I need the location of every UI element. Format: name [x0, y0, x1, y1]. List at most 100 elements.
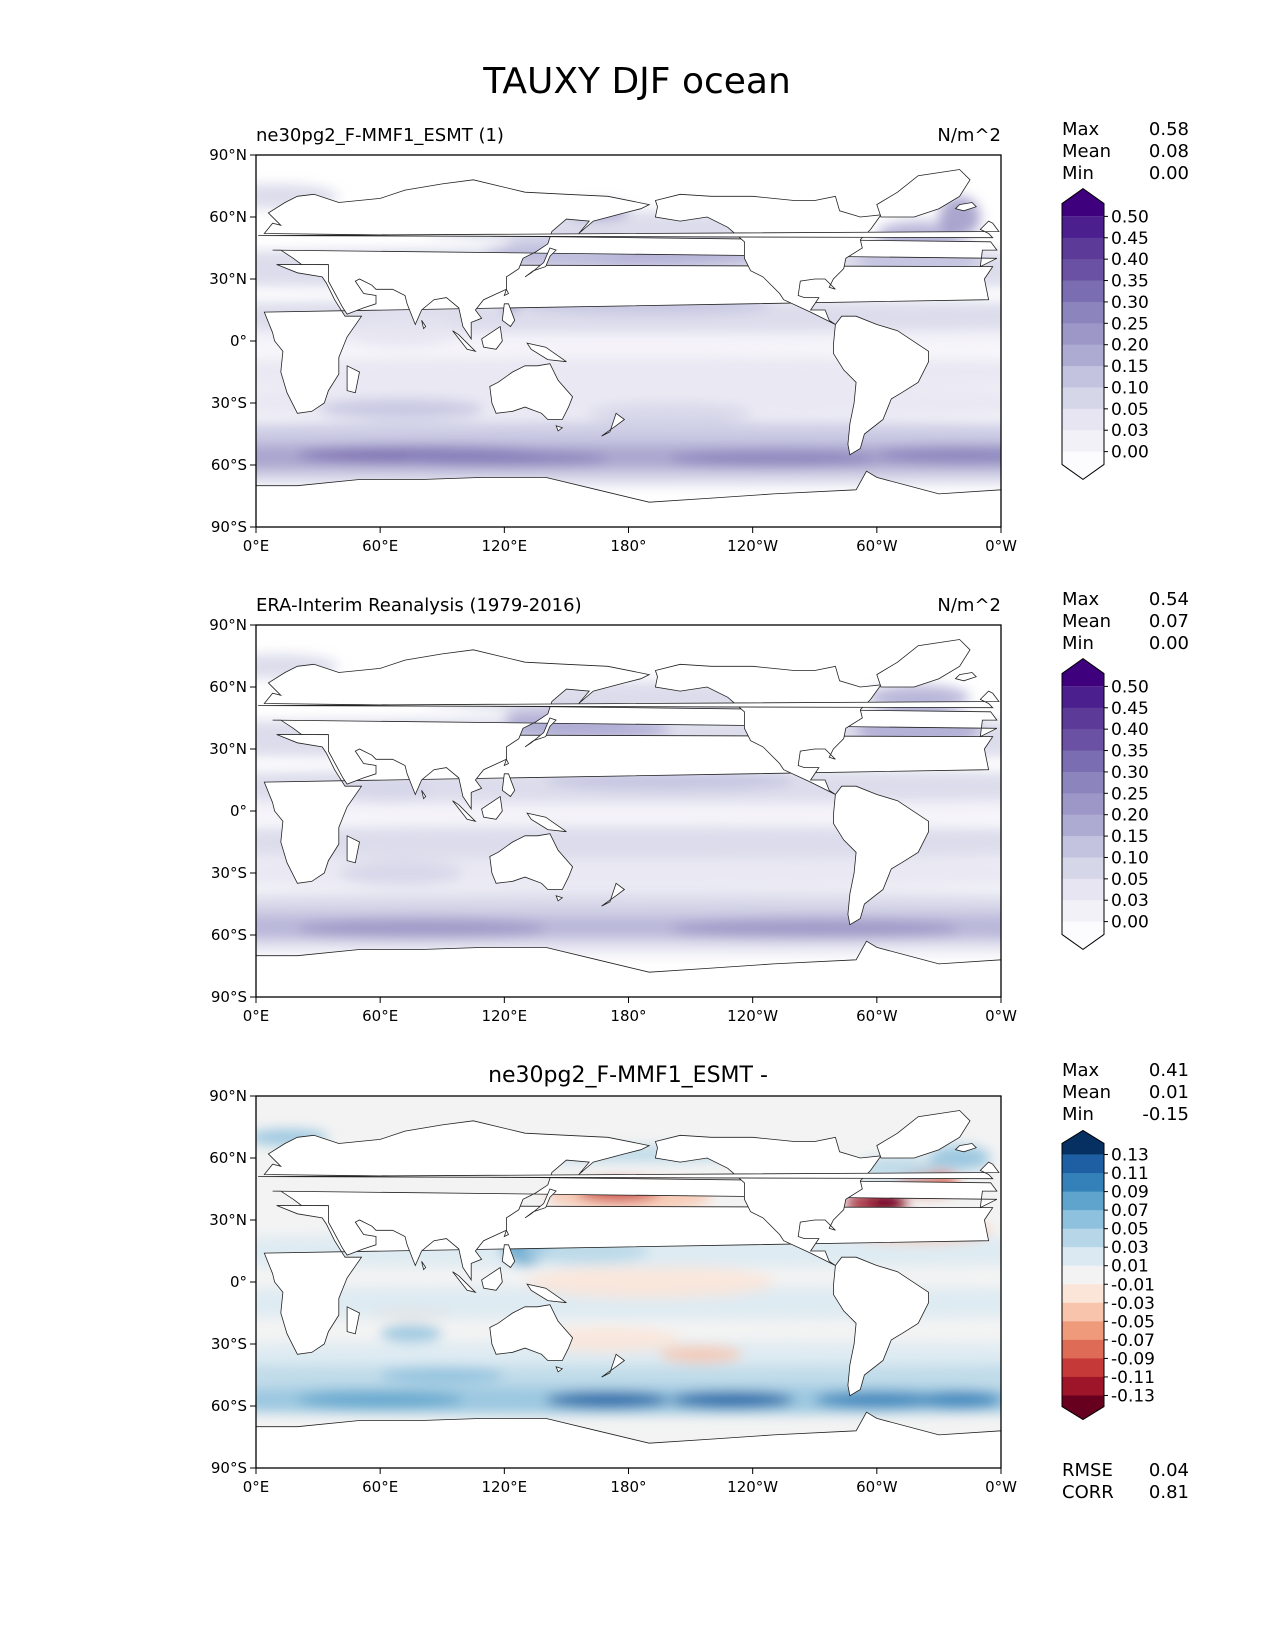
lon-tick-label: 180°: [610, 537, 646, 555]
colorbar-extend-bottom: [1062, 451, 1104, 480]
colorbar-segment: [1062, 344, 1104, 367]
colorbar-label: -0.03: [1111, 1294, 1155, 1314]
land-mass: [452, 1271, 477, 1294]
colorbar-segment: [1062, 793, 1104, 816]
colorbar-label: 0.15: [1111, 827, 1149, 847]
colorbar-segment: [1062, 814, 1104, 837]
land-mass: [263, 1120, 998, 1282]
stat-value: 0.07: [1149, 611, 1189, 632]
lat-tick-label: 30°S: [211, 864, 247, 882]
land-mass: [654, 1134, 882, 1266]
lon-tick-label: 180°: [610, 1007, 646, 1025]
colorbar-label: -0.09: [1111, 1349, 1155, 1369]
panel-model: ne30pg2_F-MMF1_ESMT (1) N/m^2 90°N 60°N 30…: [209, 119, 1189, 555]
colorbar-segment: [1062, 729, 1104, 752]
stat-label: Max: [1062, 1060, 1100, 1081]
lon-tick-label: 60°E: [362, 537, 398, 555]
colorbar-label: 0.03: [1111, 1238, 1149, 1258]
land-mass: [258, 1161, 1000, 1180]
error-stat-value: 0.04: [1149, 1460, 1189, 1481]
colorbar: 0.500.450.400.350.300.250.200.150.100.05…: [1061, 187, 1149, 481]
contour-blob: [256, 355, 1001, 389]
map-field: [256, 1096, 1001, 1468]
stat-label: Max: [1062, 119, 1100, 140]
lat-tick-label: 90°N: [209, 616, 247, 634]
stat-label: Max: [1062, 589, 1100, 610]
land-mass: [555, 1366, 564, 1373]
contour-blob: [669, 450, 877, 468]
land-mass: [524, 247, 557, 278]
contour-blob: [545, 1391, 670, 1409]
error-stats: RMSE 0.04 CORR 0.81: [1062, 1460, 1189, 1503]
stat-label: Min: [1062, 633, 1094, 654]
lat-tick-label: 0°: [230, 1273, 247, 1291]
lat-tick-label: 30°N: [209, 270, 247, 288]
land-mass: [601, 412, 626, 437]
panel-title-left: ERA-Interim Reanalysis (1979-2016): [256, 595, 582, 616]
land-mass: [481, 795, 503, 820]
colorbar-segment: [1062, 1358, 1104, 1378]
colorbar-label: 0.15: [1111, 357, 1149, 377]
lat-tick-label: 60°S: [211, 926, 247, 944]
colorbar-label: 0.20: [1111, 806, 1149, 826]
stats-box: Max 0.58 Mean 0.08 Min 0.00: [1062, 119, 1189, 184]
land-mass: [954, 1143, 977, 1153]
colorbar-segment: [1062, 878, 1104, 901]
lat-axis: 90°N 60°N 30°N 0° 30°S 60°S 90°S: [209, 146, 256, 536]
lat-tick-label: 30°N: [209, 740, 247, 758]
lat-tick-label: 30°S: [211, 1335, 247, 1353]
colorbar-segment: [1062, 237, 1104, 260]
colorbar-extend-top: [1062, 188, 1104, 217]
colorbar-label: 0.35: [1111, 272, 1149, 292]
panel-title-center: ne30pg2_F-MMF1_ESMT -: [488, 1063, 768, 1088]
stat-value: -0.15: [1142, 1104, 1189, 1125]
lon-tick-label: 0°E: [243, 1478, 270, 1496]
colorbar-segment: [1062, 366, 1104, 388]
colorbar-label: 0.40: [1111, 250, 1149, 270]
colorbar-segment: [1062, 1228, 1104, 1248]
colorbar-label: 0.10: [1111, 848, 1149, 868]
contour-blob: [256, 891, 1001, 917]
lon-tick-label: 120°W: [727, 1007, 778, 1025]
lon-tick-label: 0°E: [243, 537, 270, 555]
page-title: TAUXY DJF ocean: [482, 61, 791, 102]
contour-blob: [876, 446, 1001, 463]
colorbar-label: 0.40: [1111, 720, 1149, 740]
colorbar-label: -0.11: [1111, 1368, 1155, 1388]
land-mass: [833, 315, 929, 456]
stat-value: 0.01: [1149, 1082, 1189, 1103]
colorbar-segment: [1062, 301, 1104, 324]
contour-blob: [297, 1391, 463, 1409]
lon-axis: 0°E 60°E 120°E 180° 120°W 60°W 0°W: [243, 1468, 1017, 1496]
colorbar-extend-top: [1062, 1130, 1104, 1155]
colorbar-label: 0.05: [1111, 870, 1149, 890]
land-mass: [452, 800, 477, 823]
land-masses: [256, 169, 1001, 527]
colorbar-segment: [1062, 1376, 1104, 1396]
colorbar-segment: [1062, 1173, 1104, 1193]
lon-tick-label: 120°E: [482, 1007, 528, 1025]
colorbar-segment: [1062, 1321, 1104, 1341]
land-mass: [524, 717, 557, 748]
lon-tick-label: 120°W: [727, 537, 778, 555]
land-mass: [346, 1306, 360, 1335]
contour-blob: [587, 403, 753, 424]
colorbar-label: 0.00: [1111, 913, 1149, 933]
lat-axis: 90°N 60°N 30°N 0° 30°S 60°S 90°S: [209, 1087, 256, 1477]
stat-value: 0.54: [1149, 589, 1189, 610]
lat-tick-label: 30°N: [209, 1211, 247, 1229]
land-mass: [555, 895, 564, 902]
land-mass: [256, 470, 1001, 527]
panel-units: N/m^2: [937, 595, 1001, 616]
colorbar-segment: [1062, 1210, 1104, 1230]
colorbar-segment: [1062, 216, 1104, 239]
colorbar-label: 0.50: [1111, 677, 1149, 697]
colorbar: 0.130.110.090.070.050.030.01-0.01-0.03-0…: [1061, 1129, 1155, 1421]
panel-units: N/m^2: [937, 125, 1001, 146]
lon-tick-label: 120°E: [482, 537, 528, 555]
colorbar-extend-bottom: [1062, 921, 1104, 950]
contour-blob: [535, 1327, 681, 1353]
colorbar-label: 0.07: [1111, 1201, 1149, 1221]
land-mass: [833, 785, 929, 926]
contour-blob: [318, 398, 484, 420]
